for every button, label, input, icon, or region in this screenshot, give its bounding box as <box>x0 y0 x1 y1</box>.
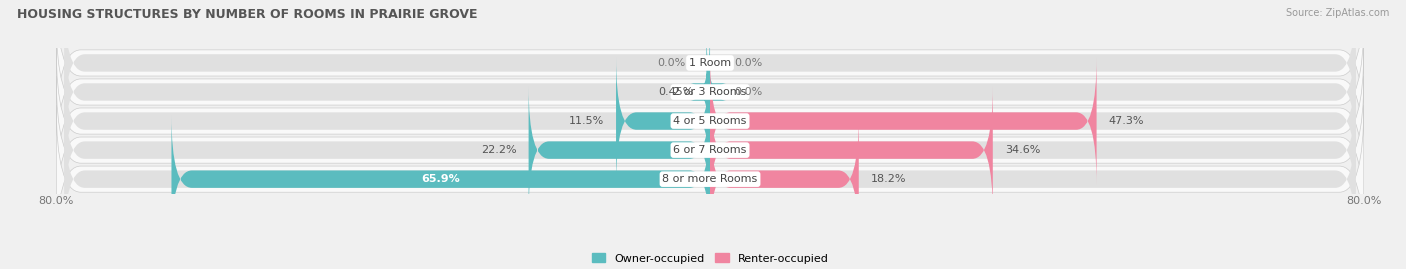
Text: 18.2%: 18.2% <box>872 174 907 184</box>
Text: 0.45%: 0.45% <box>659 87 695 97</box>
Text: 0.0%: 0.0% <box>734 58 763 68</box>
Text: HOUSING STRUCTURES BY NUMBER OF ROOMS IN PRAIRIE GROVE: HOUSING STRUCTURES BY NUMBER OF ROOMS IN… <box>17 8 478 21</box>
FancyBboxPatch shape <box>65 57 1355 185</box>
Text: 22.2%: 22.2% <box>481 145 516 155</box>
FancyBboxPatch shape <box>710 115 859 243</box>
FancyBboxPatch shape <box>65 86 1355 214</box>
FancyBboxPatch shape <box>65 0 1355 127</box>
Text: 4 or 5 Rooms: 4 or 5 Rooms <box>673 116 747 126</box>
FancyBboxPatch shape <box>56 47 1364 195</box>
FancyBboxPatch shape <box>710 57 1097 185</box>
FancyBboxPatch shape <box>56 18 1364 166</box>
Text: Source: ZipAtlas.com: Source: ZipAtlas.com <box>1285 8 1389 18</box>
FancyBboxPatch shape <box>56 76 1364 224</box>
Text: 0.0%: 0.0% <box>657 58 686 68</box>
Text: 2 or 3 Rooms: 2 or 3 Rooms <box>673 87 747 97</box>
Text: 6 or 7 Rooms: 6 or 7 Rooms <box>673 145 747 155</box>
Text: 47.3%: 47.3% <box>1109 116 1144 126</box>
FancyBboxPatch shape <box>172 115 710 243</box>
Text: 11.5%: 11.5% <box>568 116 603 126</box>
FancyBboxPatch shape <box>710 86 993 214</box>
FancyBboxPatch shape <box>529 86 710 214</box>
FancyBboxPatch shape <box>56 105 1364 253</box>
Legend: Owner-occupied, Renter-occupied: Owner-occupied, Renter-occupied <box>588 249 832 268</box>
FancyBboxPatch shape <box>65 28 1355 156</box>
FancyBboxPatch shape <box>689 28 727 156</box>
Text: 65.9%: 65.9% <box>422 174 460 184</box>
Text: 8 or more Rooms: 8 or more Rooms <box>662 174 758 184</box>
FancyBboxPatch shape <box>56 0 1364 137</box>
FancyBboxPatch shape <box>616 57 710 185</box>
FancyBboxPatch shape <box>65 115 1355 243</box>
Text: 34.6%: 34.6% <box>1005 145 1040 155</box>
Text: 0.0%: 0.0% <box>734 87 763 97</box>
Text: 1 Room: 1 Room <box>689 58 731 68</box>
